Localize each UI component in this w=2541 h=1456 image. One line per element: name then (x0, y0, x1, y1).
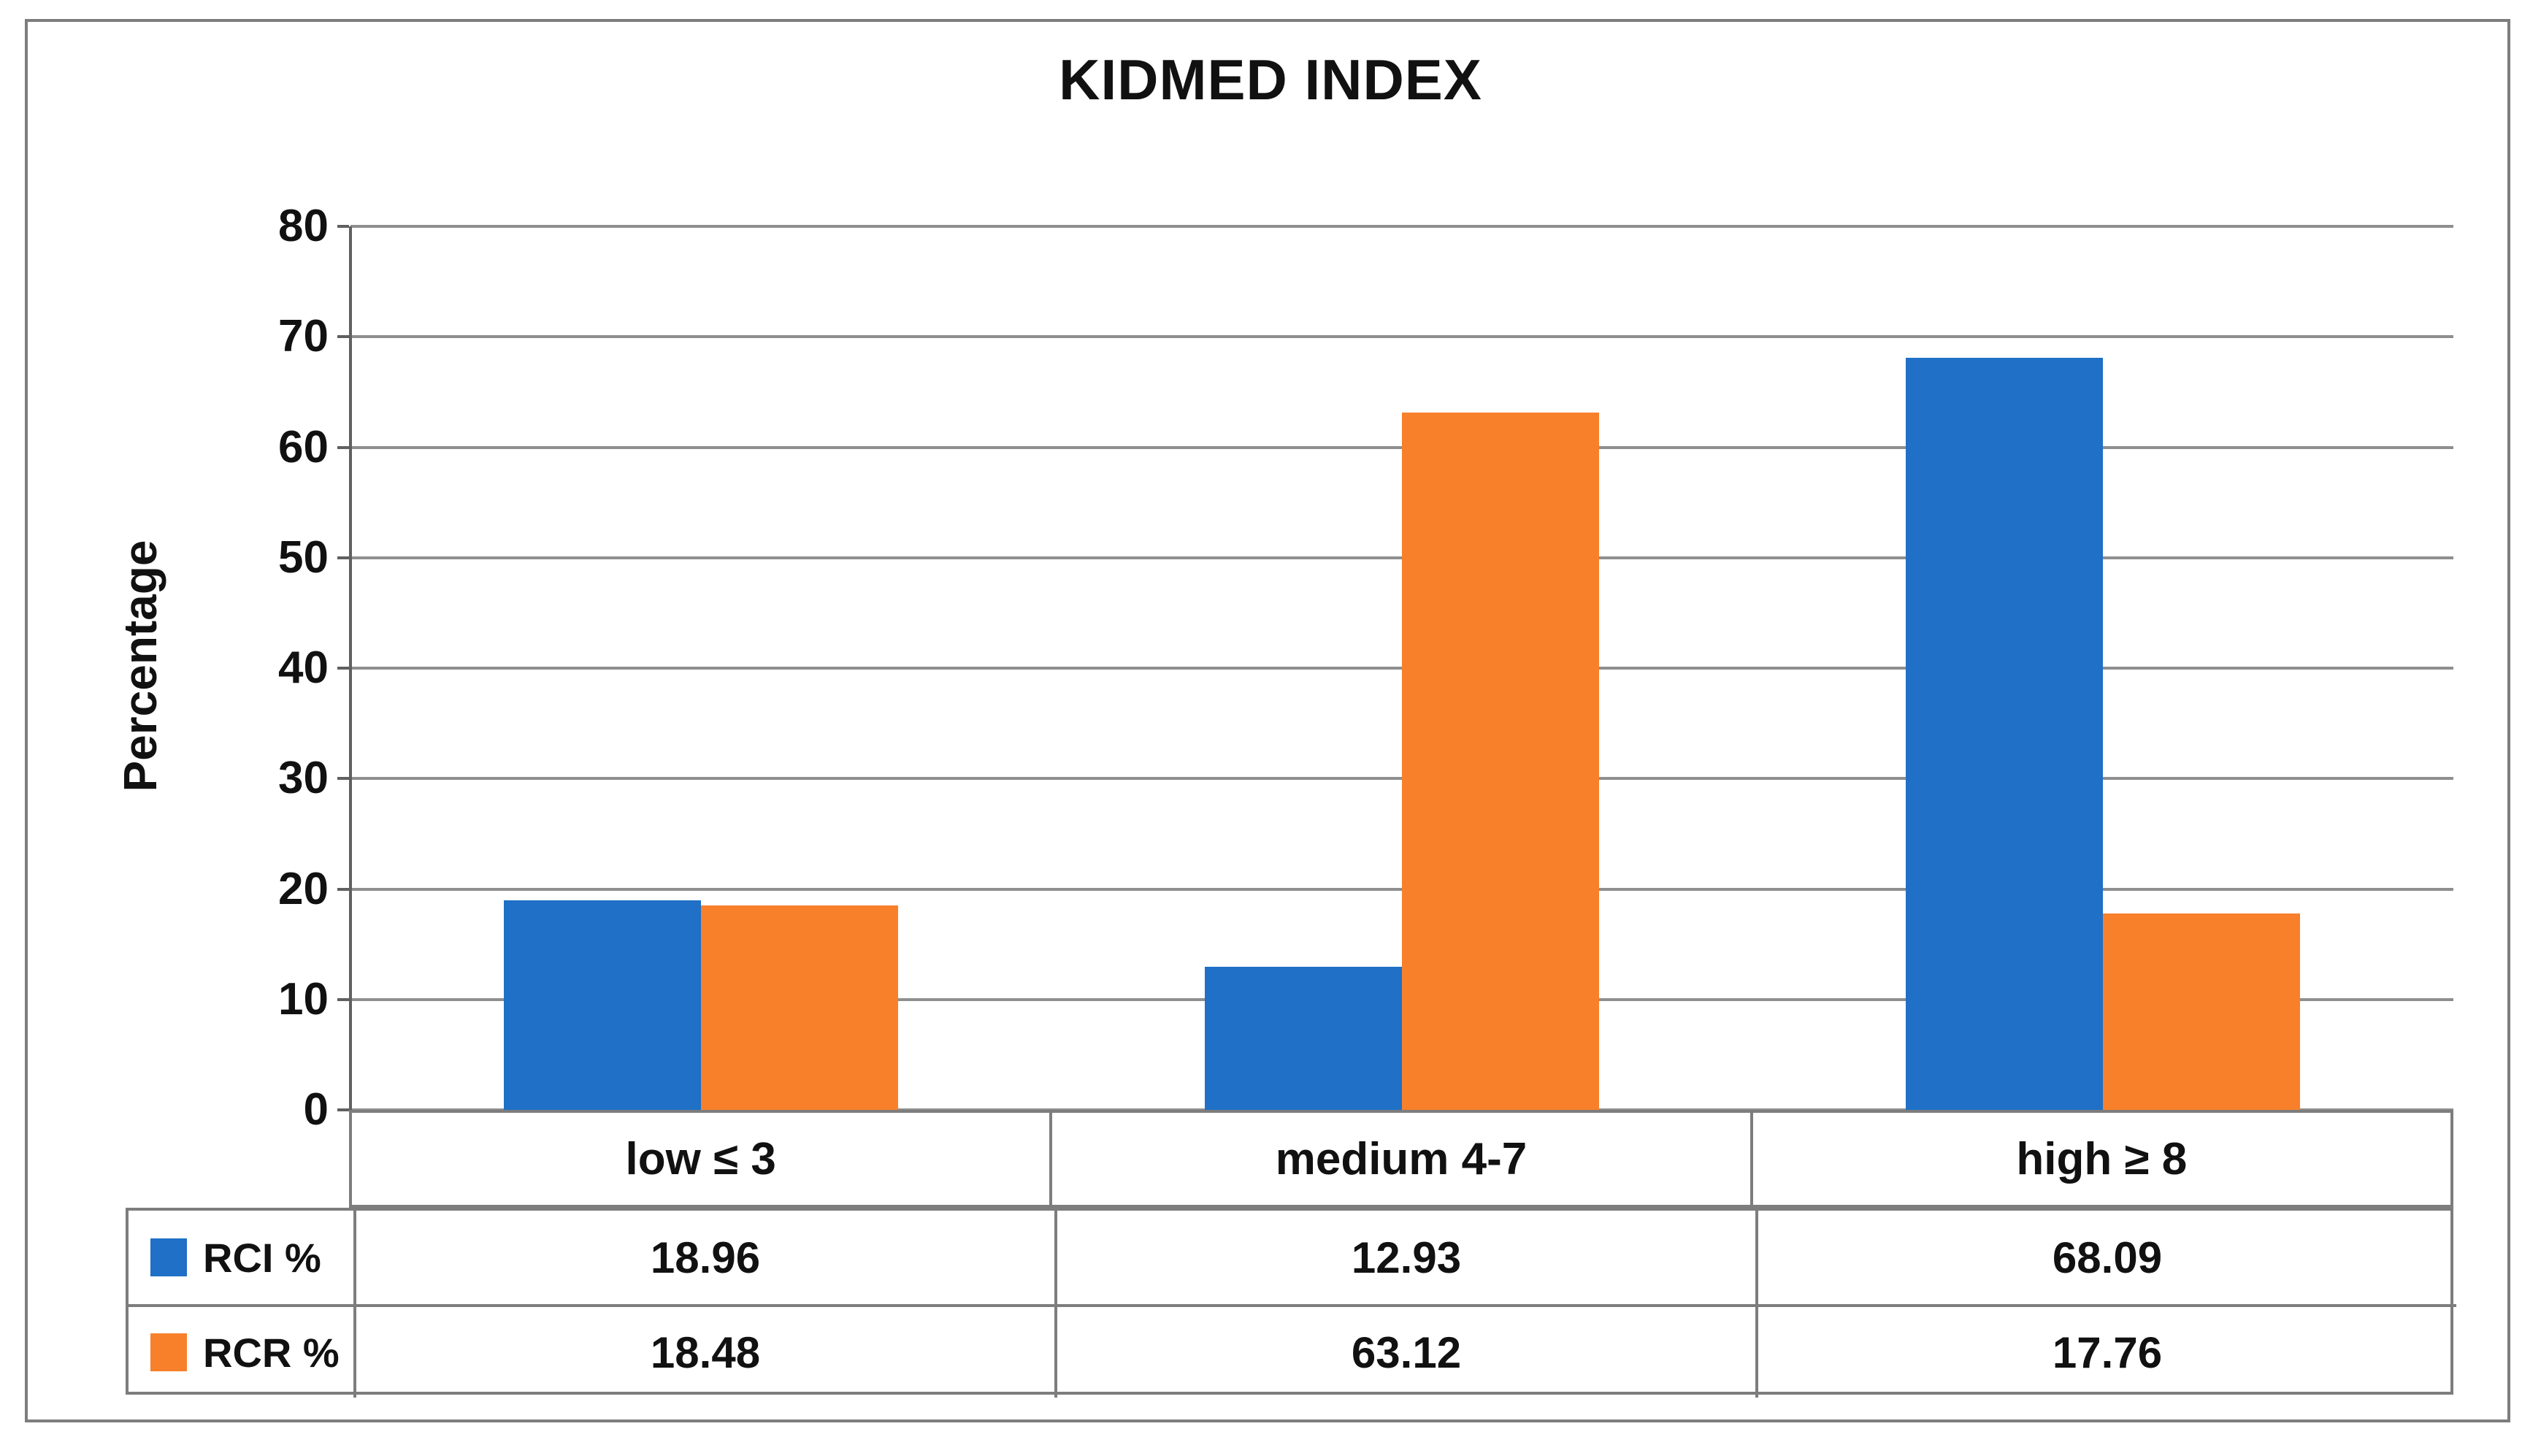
legend-label-rcr: RCR % (203, 1329, 340, 1376)
gridline-y-80 (350, 225, 2453, 228)
table-value-0-0: 18.96 (353, 1211, 1054, 1304)
y-tick-mark-20 (337, 887, 349, 891)
bar-rci-0 (504, 900, 701, 1110)
category-label-1: medium 4-7 (1049, 1113, 1749, 1205)
bar-rcr-0 (701, 905, 898, 1110)
bar-rcr-1 (1402, 413, 1599, 1110)
y-tick-mark-70 (337, 335, 349, 339)
category-label-0: low ≤ 3 (625, 1133, 776, 1184)
legend-key-cell-0: RCI % (129, 1211, 353, 1304)
data-table: RCI % 18.96 12.93 68.09 RCR % 18.48 63.12 17.76 (126, 1208, 2456, 1398)
y-axis-line (349, 226, 352, 1208)
table-value-1-0: 18.48 (353, 1304, 1054, 1398)
y-tick-mark-30 (337, 777, 349, 781)
legend-label-rci: RCI % (203, 1234, 321, 1281)
y-tick-mark-0 (337, 1108, 349, 1111)
category-axis-row: low ≤ 3 medium 4-7 high ≥ 8 (349, 1110, 2453, 1208)
gridline-y-70 (350, 335, 2453, 339)
table-value-1-2: 17.76 (1755, 1304, 2456, 1398)
legend-swatch-rci (150, 1238, 187, 1276)
legend-key-cell-1: RCR % (129, 1304, 353, 1398)
y-axis-label: Percentage (114, 540, 166, 792)
y-tick-label-10: 10 (278, 973, 329, 1024)
y-tick-mark-10 (337, 997, 349, 1001)
y-tick-mark-80 (337, 225, 349, 228)
y-tick-mark-60 (337, 445, 349, 449)
y-tick-mark-50 (337, 556, 349, 559)
y-tick-label-60: 60 (278, 421, 329, 472)
chart-title: KIDMED INDEX (1059, 47, 1482, 112)
y-tick-label-50: 50 (278, 532, 329, 583)
bar-rci-2 (1906, 358, 2103, 1110)
y-tick-label-70: 70 (278, 311, 329, 362)
y-tick-mark-40 (337, 667, 349, 670)
y-tick-label-0: 0 (303, 1084, 329, 1135)
y-tick-label-30: 30 (278, 753, 329, 804)
legend-swatch-rcr (150, 1333, 187, 1371)
y-tick-label-40: 40 (278, 643, 329, 693)
bar-rcr-2 (2103, 913, 2300, 1110)
table-value-0-2: 68.09 (1755, 1211, 2456, 1304)
y-tick-label-20: 20 (278, 863, 329, 914)
table-value-0-1: 12.93 (1054, 1211, 1755, 1304)
category-label-2: high ≥ 8 (1749, 1113, 2450, 1205)
y-tick-label-80: 80 (278, 201, 329, 251)
table-value-1-1: 63.12 (1054, 1304, 1755, 1398)
bar-rci-1 (1205, 967, 1402, 1110)
